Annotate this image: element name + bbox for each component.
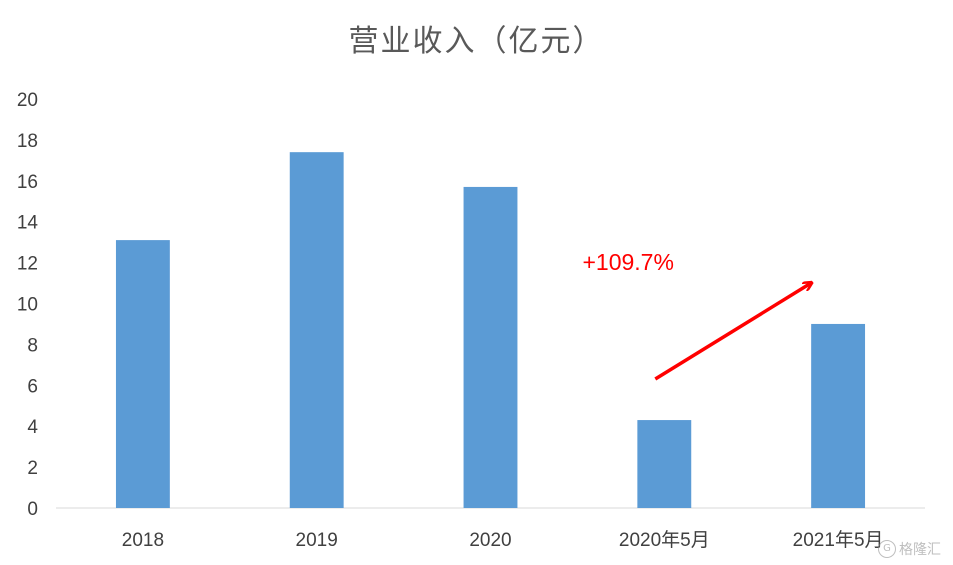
- y-tick-label: 2: [27, 458, 38, 479]
- y-tick-label: 6: [27, 376, 38, 397]
- growth-annotation: +109.7%: [582, 249, 673, 275]
- x-tick-label: 2020: [469, 530, 511, 551]
- x-tick-label: 2020年5月: [619, 529, 710, 551]
- watermark: G 格隆汇: [878, 539, 941, 559]
- x-tick-label: 2018: [122, 530, 164, 551]
- bar: [115, 240, 170, 509]
- bar: [637, 420, 692, 508]
- bar: [811, 323, 866, 508]
- watermark-logo-icon: G: [878, 540, 896, 558]
- bars: [115, 152, 866, 509]
- y-tick-label: 12: [17, 254, 38, 275]
- growth-arrow: [654, 283, 811, 381]
- x-tick-label: 2019: [296, 530, 338, 551]
- y-tick-label: 18: [17, 131, 38, 152]
- y-tick-label: 0: [27, 499, 38, 520]
- chart-title: 营业收入（亿元）: [348, 24, 605, 59]
- y-tick-label: 16: [17, 172, 38, 193]
- y-tick-label: 8: [27, 335, 38, 356]
- y-tick-label: 4: [27, 417, 38, 438]
- bar: [463, 186, 518, 508]
- x-tick-label: 2021年5月: [793, 529, 884, 551]
- bar: [289, 152, 344, 509]
- y-tick-label: 10: [17, 295, 38, 316]
- y-tick-label: 14: [17, 213, 39, 234]
- watermark-text: 格隆汇: [899, 542, 941, 558]
- y-axis-ticks: 0 2 4 6 8 10 12 14 16 18 20: [17, 90, 39, 520]
- x-axis-ticks: 2018 2019 2020 2020年5月 2021年5月: [122, 529, 884, 551]
- y-tick-label: 20: [17, 90, 38, 111]
